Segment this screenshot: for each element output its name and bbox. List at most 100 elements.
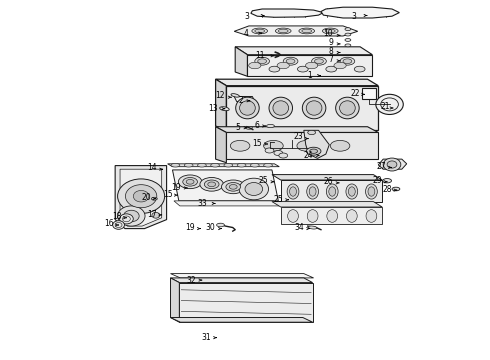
Text: 24: 24 — [304, 151, 314, 160]
Ellipse shape — [237, 163, 246, 167]
Polygon shape — [234, 26, 358, 36]
Text: 21: 21 — [380, 102, 390, 111]
Ellipse shape — [279, 153, 288, 158]
Text: 5: 5 — [235, 123, 240, 132]
Polygon shape — [171, 318, 313, 322]
Ellipse shape — [366, 184, 377, 199]
Text: 1: 1 — [307, 71, 312, 80]
Ellipse shape — [336, 97, 359, 119]
Ellipse shape — [325, 29, 335, 33]
Ellipse shape — [302, 29, 312, 33]
Text: 30: 30 — [206, 223, 216, 232]
Ellipse shape — [334, 62, 346, 69]
Text: 13: 13 — [208, 104, 218, 112]
Polygon shape — [226, 132, 378, 159]
Polygon shape — [272, 175, 382, 180]
Ellipse shape — [297, 66, 308, 72]
Ellipse shape — [274, 150, 283, 156]
Text: 34: 34 — [294, 223, 304, 232]
Ellipse shape — [184, 163, 193, 167]
Ellipse shape — [245, 126, 252, 129]
Ellipse shape — [346, 184, 358, 199]
Circle shape — [113, 221, 124, 229]
Polygon shape — [216, 127, 378, 132]
Ellipse shape — [236, 97, 259, 119]
Text: 2: 2 — [238, 96, 243, 105]
Text: 7: 7 — [328, 55, 333, 64]
Ellipse shape — [348, 187, 355, 196]
Ellipse shape — [345, 44, 351, 47]
Polygon shape — [120, 169, 162, 226]
Ellipse shape — [269, 66, 280, 72]
Ellipse shape — [283, 57, 298, 65]
Text: 29: 29 — [372, 176, 382, 185]
Polygon shape — [174, 201, 279, 206]
Ellipse shape — [186, 180, 194, 184]
Ellipse shape — [226, 183, 241, 191]
Polygon shape — [235, 47, 372, 55]
Ellipse shape — [211, 163, 220, 167]
Ellipse shape — [307, 210, 318, 222]
Ellipse shape — [343, 59, 352, 63]
Text: 17: 17 — [147, 210, 157, 219]
Ellipse shape — [368, 187, 375, 196]
Polygon shape — [179, 283, 313, 322]
Text: 6: 6 — [255, 122, 260, 130]
Polygon shape — [216, 79, 378, 86]
Ellipse shape — [265, 148, 274, 153]
Ellipse shape — [231, 94, 240, 97]
Circle shape — [123, 210, 139, 222]
Ellipse shape — [230, 140, 250, 151]
Text: 11: 11 — [255, 51, 265, 60]
Ellipse shape — [392, 187, 400, 191]
Ellipse shape — [290, 187, 296, 196]
Ellipse shape — [302, 97, 326, 119]
Ellipse shape — [269, 97, 293, 119]
Ellipse shape — [275, 28, 291, 34]
Ellipse shape — [327, 210, 338, 222]
Ellipse shape — [278, 29, 288, 33]
Polygon shape — [281, 180, 382, 202]
Ellipse shape — [197, 163, 206, 167]
Polygon shape — [281, 207, 382, 224]
Text: 22: 22 — [351, 89, 360, 98]
Ellipse shape — [217, 223, 224, 227]
Ellipse shape — [345, 28, 351, 31]
Polygon shape — [247, 55, 372, 76]
Circle shape — [133, 190, 149, 202]
Circle shape — [120, 214, 133, 224]
Ellipse shape — [277, 62, 290, 69]
Circle shape — [118, 206, 145, 226]
Ellipse shape — [307, 184, 318, 199]
Ellipse shape — [345, 39, 351, 41]
Ellipse shape — [221, 180, 245, 194]
Ellipse shape — [258, 59, 267, 63]
Text: 3: 3 — [244, 12, 249, 21]
Circle shape — [152, 212, 160, 218]
Ellipse shape — [240, 101, 255, 115]
Ellipse shape — [151, 197, 157, 200]
Text: 25: 25 — [273, 195, 283, 204]
Polygon shape — [216, 127, 226, 163]
Ellipse shape — [250, 163, 259, 167]
Circle shape — [383, 158, 401, 171]
Ellipse shape — [309, 187, 316, 196]
Polygon shape — [171, 278, 179, 322]
Ellipse shape — [273, 101, 289, 115]
Text: 3: 3 — [352, 12, 357, 21]
Polygon shape — [251, 9, 323, 17]
Ellipse shape — [326, 184, 338, 199]
Polygon shape — [226, 86, 378, 130]
Ellipse shape — [326, 66, 337, 72]
Circle shape — [239, 178, 269, 200]
Ellipse shape — [312, 57, 326, 65]
Ellipse shape — [366, 210, 377, 222]
Ellipse shape — [229, 184, 237, 189]
Ellipse shape — [345, 33, 351, 36]
Ellipse shape — [204, 180, 219, 189]
Polygon shape — [234, 96, 255, 102]
Polygon shape — [362, 88, 376, 99]
Ellipse shape — [208, 182, 216, 186]
Polygon shape — [171, 274, 314, 278]
Text: 12: 12 — [215, 91, 224, 100]
